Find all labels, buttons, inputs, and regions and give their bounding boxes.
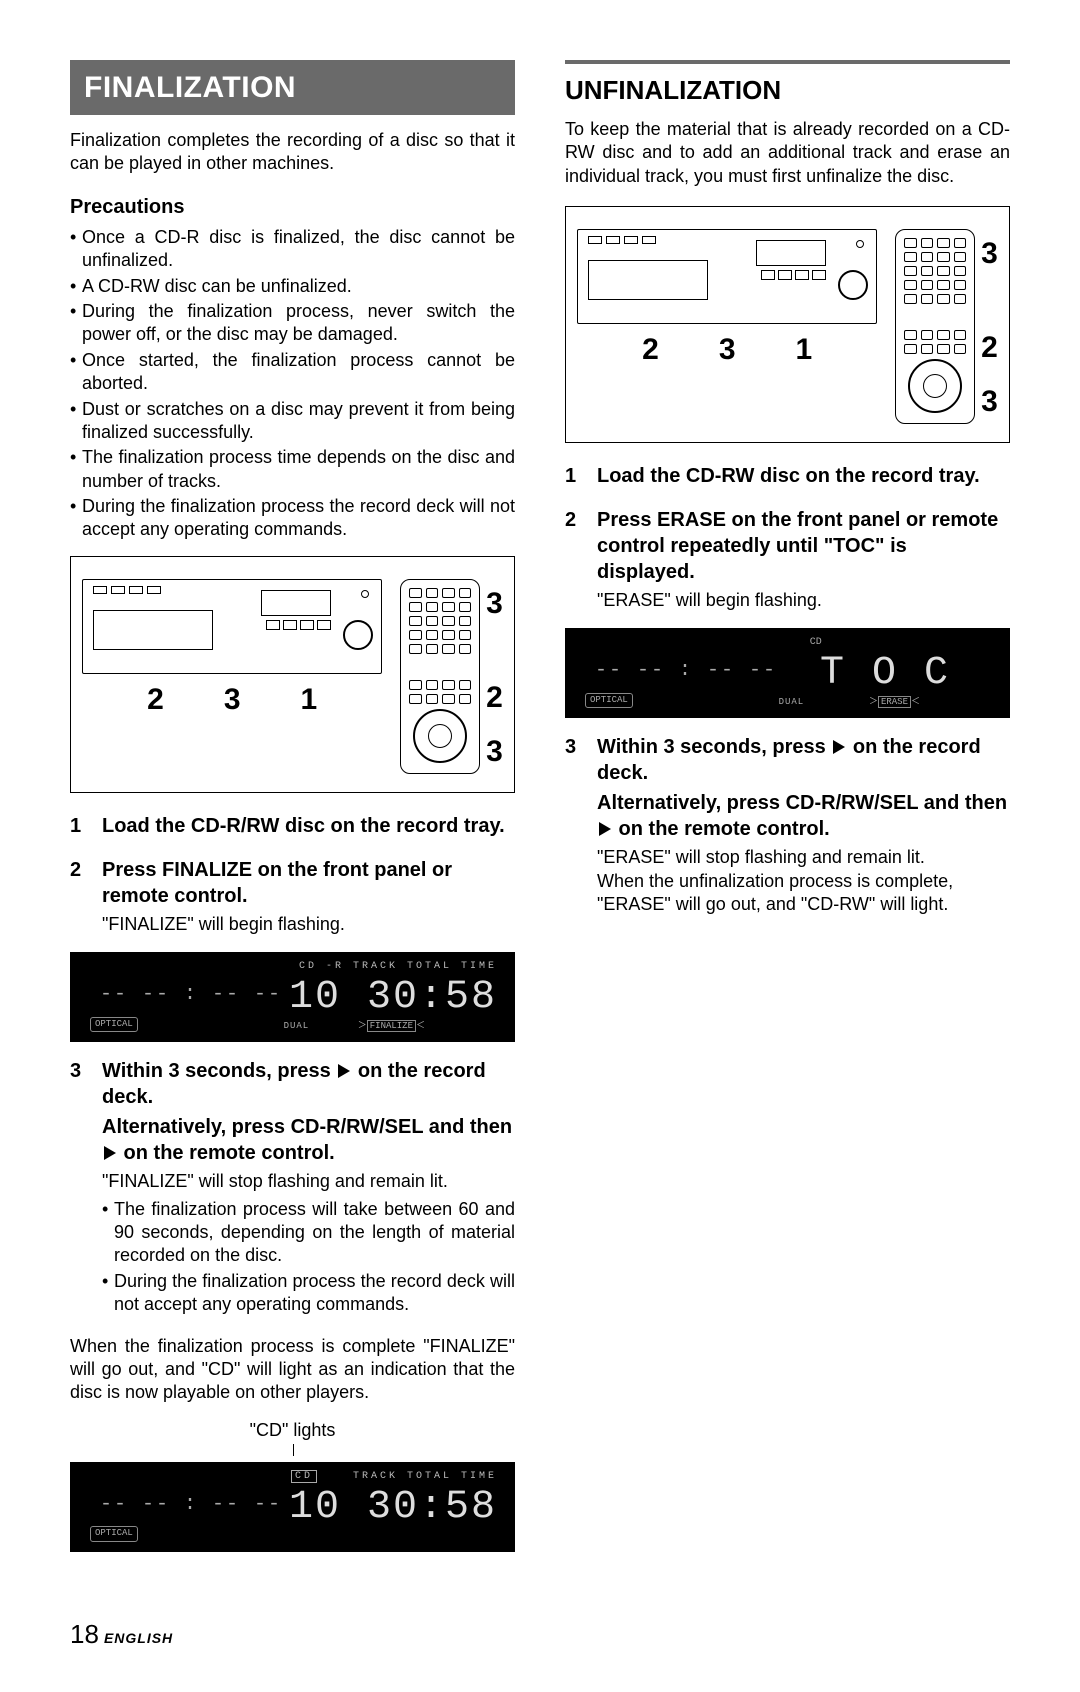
remote-callouts: 3 2 3	[486, 579, 503, 774]
step-num: 2	[565, 507, 583, 612]
callout-num: 3	[486, 589, 503, 619]
callout-num: 3	[224, 680, 241, 719]
step-inner-list: The finalization process will take betwe…	[102, 1198, 515, 1317]
step-note2: When the unfinalization process is compl…	[597, 870, 1010, 917]
callout-num: 3	[981, 387, 998, 417]
right-column: UNFINALIZATION To keep the material that…	[565, 60, 1010, 1568]
callout-num: 1	[796, 330, 813, 369]
lcd-optical-tag: OPTICAL	[90, 1526, 138, 1542]
unfinalization-intro: To keep the material that is already rec…	[565, 118, 1010, 188]
lcd-left-dash: -- -- : -- --	[100, 1492, 282, 1518]
precaution-item: During the finalization process the reco…	[70, 495, 515, 542]
step-item: 3 Within 3 seconds, press on the record …	[565, 734, 1010, 916]
lcd-display-toc: CD -- -- : -- -- T O C OPTICAL DUAL ＞ERA…	[565, 628, 1010, 718]
remote-illustration	[400, 579, 480, 774]
unfinalize-step3: 3 Within 3 seconds, press on the record …	[565, 734, 1010, 916]
step-title: Within 3 seconds, press on the record de…	[597, 734, 1010, 786]
lcd-big-readout: 10 30:58	[289, 972, 497, 1024]
step-title: Press FINALIZE on the front panel or rem…	[102, 857, 515, 909]
step-item: 2 Press FINALIZE on the front panel or r…	[70, 857, 515, 936]
deck-callouts: 2 3 1	[577, 330, 877, 369]
lcd-erase-tag: ＞ERASE＜	[869, 697, 920, 709]
lcd-big-readout: T O C	[820, 648, 950, 700]
step-note: "ERASE" will stop flashing and remain li…	[597, 846, 1010, 869]
lcd-left-dash: -- -- : -- --	[100, 982, 282, 1008]
finalize-step3: 3 Within 3 seconds, press on the record …	[70, 1058, 515, 1318]
deck-illustration	[577, 229, 877, 324]
step-title: Load the CD-RW disc on the record tray.	[597, 463, 1010, 489]
precaution-item: The finalization process time depends on…	[70, 446, 515, 493]
page-number: 18	[70, 1619, 99, 1649]
step-title: Load the CD-R/RW disc on the record tray…	[102, 813, 515, 839]
play-icon	[833, 740, 845, 754]
precaution-item: Once started, the finalization process c…	[70, 349, 515, 396]
step-item: 1 Load the CD-RW disc on the record tray…	[565, 463, 1010, 493]
lcd-big-readout: 10 30:58	[289, 1482, 497, 1534]
step-num: 1	[70, 813, 88, 843]
page-footer: 18 ENGLISH	[70, 1618, 1010, 1652]
unfinalize-diagram: 2 3 1	[565, 206, 1010, 443]
lcd-dual-tag: DUAL	[779, 697, 805, 709]
play-icon	[104, 1146, 116, 1160]
lcd-finalize-tag: ＞FINALIZE＜	[358, 1021, 425, 1033]
inner-item: During the finalization process the reco…	[102, 1270, 515, 1317]
lcd-left-dash: -- -- : -- --	[595, 658, 777, 684]
step-item: 2 Press ERASE on the front panel or remo…	[565, 507, 1010, 612]
unfinalization-heading: UNFINALIZATION	[565, 60, 1010, 108]
callout-num: 3	[486, 737, 503, 767]
lcd-optical-tag: OPTICAL	[90, 1017, 138, 1033]
callout-num: 2	[147, 680, 164, 719]
step-num: 3	[565, 734, 583, 916]
finalize-steps: 1 Load the CD-R/RW disc on the record tr…	[70, 813, 515, 936]
precautions-heading: Precautions	[70, 194, 515, 220]
lcd-optical-tag: OPTICAL	[585, 693, 633, 709]
lcd-dual-tag: DUAL	[284, 1021, 310, 1033]
inner-item: The finalization process will take betwe…	[102, 1198, 515, 1268]
precautions-list: Once a CD-R disc is finalized, the disc …	[70, 226, 515, 542]
left-column: FINALIZATION Finalization completes the …	[70, 60, 515, 1568]
remote-illustration	[895, 229, 975, 424]
step-num: 3	[70, 1058, 88, 1318]
remote-callouts: 3 2 3	[981, 229, 998, 424]
callout-num: 1	[301, 680, 318, 719]
callout-num: 3	[719, 330, 736, 369]
lcd-display-finalize: CD -R TRACK TOTAL TIME -- -- : -- -- 10 …	[70, 952, 515, 1042]
step-title-alt: Alternatively, press CD-R/RW/SEL and the…	[597, 790, 1010, 842]
precaution-item: Once a CD-R disc is finalized, the disc …	[70, 226, 515, 273]
callout-num: 2	[642, 330, 659, 369]
cd-lights-pointer	[70, 1444, 515, 1456]
play-icon	[338, 1064, 350, 1078]
step-title: Press ERASE on the front panel or remote…	[597, 507, 1010, 585]
deck-illustration	[82, 579, 382, 674]
step-num: 2	[70, 857, 88, 936]
step-num: 1	[565, 463, 583, 493]
callout-num: 3	[981, 239, 998, 269]
finalization-banner: FINALIZATION	[70, 60, 515, 115]
play-icon	[599, 822, 611, 836]
precaution-item: During the finalization process, never s…	[70, 300, 515, 347]
step-title: Within 3 seconds, press on the record de…	[102, 1058, 515, 1110]
cd-lights-label: "CD" lights	[70, 1419, 515, 1442]
deck-callouts: 2 3 1	[82, 680, 382, 719]
page-language: ENGLISH	[104, 1630, 173, 1646]
step-item: 1 Load the CD-R/RW disc on the record tr…	[70, 813, 515, 843]
step-note: "ERASE" will begin flashing.	[597, 589, 1010, 612]
lcd-display-cd: CD TRACK TOTAL TIME -- -- : -- -- 10 30:…	[70, 1462, 515, 1552]
finalize-diagram: 2 3 1	[70, 556, 515, 793]
finalize-closing: When the finalization process is complet…	[70, 1335, 515, 1405]
callout-num: 2	[486, 683, 503, 713]
step-item: 3 Within 3 seconds, press on the record …	[70, 1058, 515, 1318]
step-note: "FINALIZE" will begin flashing.	[102, 913, 515, 936]
unfinalize-steps: 1 Load the CD-RW disc on the record tray…	[565, 463, 1010, 612]
finalization-intro: Finalization completes the recording of …	[70, 129, 515, 176]
step-title-alt: Alternatively, press CD-R/RW/SEL and the…	[102, 1114, 515, 1166]
precaution-item: A CD-RW disc can be unfinalized.	[70, 275, 515, 298]
precaution-item: Dust or scratches on a disc may prevent …	[70, 398, 515, 445]
callout-num: 2	[981, 333, 998, 363]
step-note: "FINALIZE" will stop flashing and remain…	[102, 1170, 515, 1193]
